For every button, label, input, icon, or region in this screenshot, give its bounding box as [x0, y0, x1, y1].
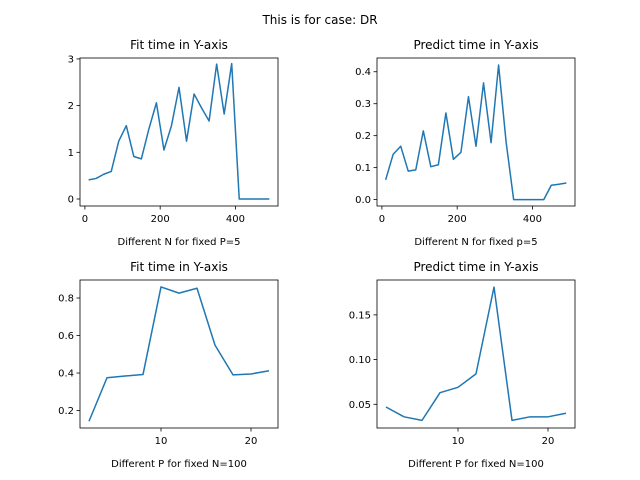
y-tick-label: 0.10 [349, 355, 371, 366]
x-axis-label: Different P for fixed N=100 [111, 459, 247, 470]
series-line-1 [385, 286, 567, 422]
x-tick-label: 0 [379, 214, 385, 225]
y-tick-label: 0.4 [355, 67, 371, 78]
x-tick-label: 20 [542, 436, 555, 447]
subplot-3: Fit time in Y-axis Different P for fixed … [58, 260, 279, 470]
y-tick-label: 0.3 [355, 99, 371, 110]
axes-frame [376, 57, 576, 207]
axes-frame [79, 279, 279, 429]
series-line-1 [88, 62, 270, 200]
series-line-1 [384, 64, 567, 201]
x-axis-label: Different N for fixed p=5 [414, 237, 537, 248]
subplot-title: Fit time in Y-axis [130, 260, 228, 274]
y-tick-label: 0.2 [355, 131, 371, 142]
x-tick-label: 20 [245, 436, 258, 447]
x-axis-label: Different N for fixed P=5 [118, 237, 241, 248]
x-tick-label: 400 [226, 214, 245, 225]
x-tick-label: 400 [523, 214, 542, 225]
figure-suptitle: This is for case: DR [261, 13, 377, 27]
axes-frame [79, 57, 279, 207]
y-tick-label: 0.2 [58, 406, 74, 417]
x-tick-label: 200 [448, 214, 467, 225]
series-line-1 [88, 286, 270, 422]
y-tick-label: 0.0 [355, 195, 371, 206]
y-tick-label: 3 [68, 54, 74, 65]
y-tick-label: 0.6 [58, 331, 74, 342]
y-tick-label: 0.8 [58, 294, 74, 305]
y-tick-label: 0 [68, 194, 74, 205]
subplot-title: Fit time in Y-axis [130, 38, 228, 52]
subplot-grid: Fit time in Y-axis Different N for fixed … [58, 38, 576, 470]
x-axis-label: Different P for fixed N=100 [408, 459, 544, 470]
x-tick-label: 10 [155, 436, 168, 447]
x-tick-label: 10 [452, 436, 465, 447]
subplot-4: Predict time in Y-axis Different P for fi… [349, 260, 576, 470]
y-tick-label: 2 [68, 101, 74, 112]
axes-frame [376, 279, 576, 429]
subplot-2: Predict time in Y-axis Different N for fi… [355, 38, 576, 248]
subplot-title: Predict time in Y-axis [413, 38, 538, 52]
y-tick-label: 0.15 [349, 310, 371, 321]
y-tick-label: 0.4 [58, 369, 74, 380]
y-tick-label: 0.05 [349, 400, 371, 411]
y-tick-label: 0.1 [355, 163, 371, 174]
x-tick-label: 200 [151, 214, 170, 225]
x-tick-label: 0 [82, 214, 88, 225]
subplot-title: Predict time in Y-axis [413, 260, 538, 274]
subplot-1: Fit time in Y-axis Different N for fixed … [68, 38, 279, 248]
y-tick-label: 1 [68, 148, 74, 159]
